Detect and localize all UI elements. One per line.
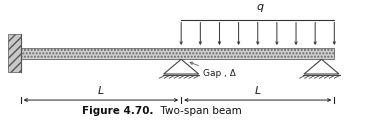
Text: q: q <box>256 2 263 12</box>
Text: L: L <box>98 86 104 96</box>
Text: Gap , Δ: Gap , Δ <box>190 62 236 78</box>
Text: L: L <box>255 86 261 96</box>
Text: Two-span beam: Two-span beam <box>154 106 242 116</box>
Bar <box>8 34 21 72</box>
Bar <box>21 48 334 59</box>
Text: Figure 4.70.: Figure 4.70. <box>82 106 154 116</box>
